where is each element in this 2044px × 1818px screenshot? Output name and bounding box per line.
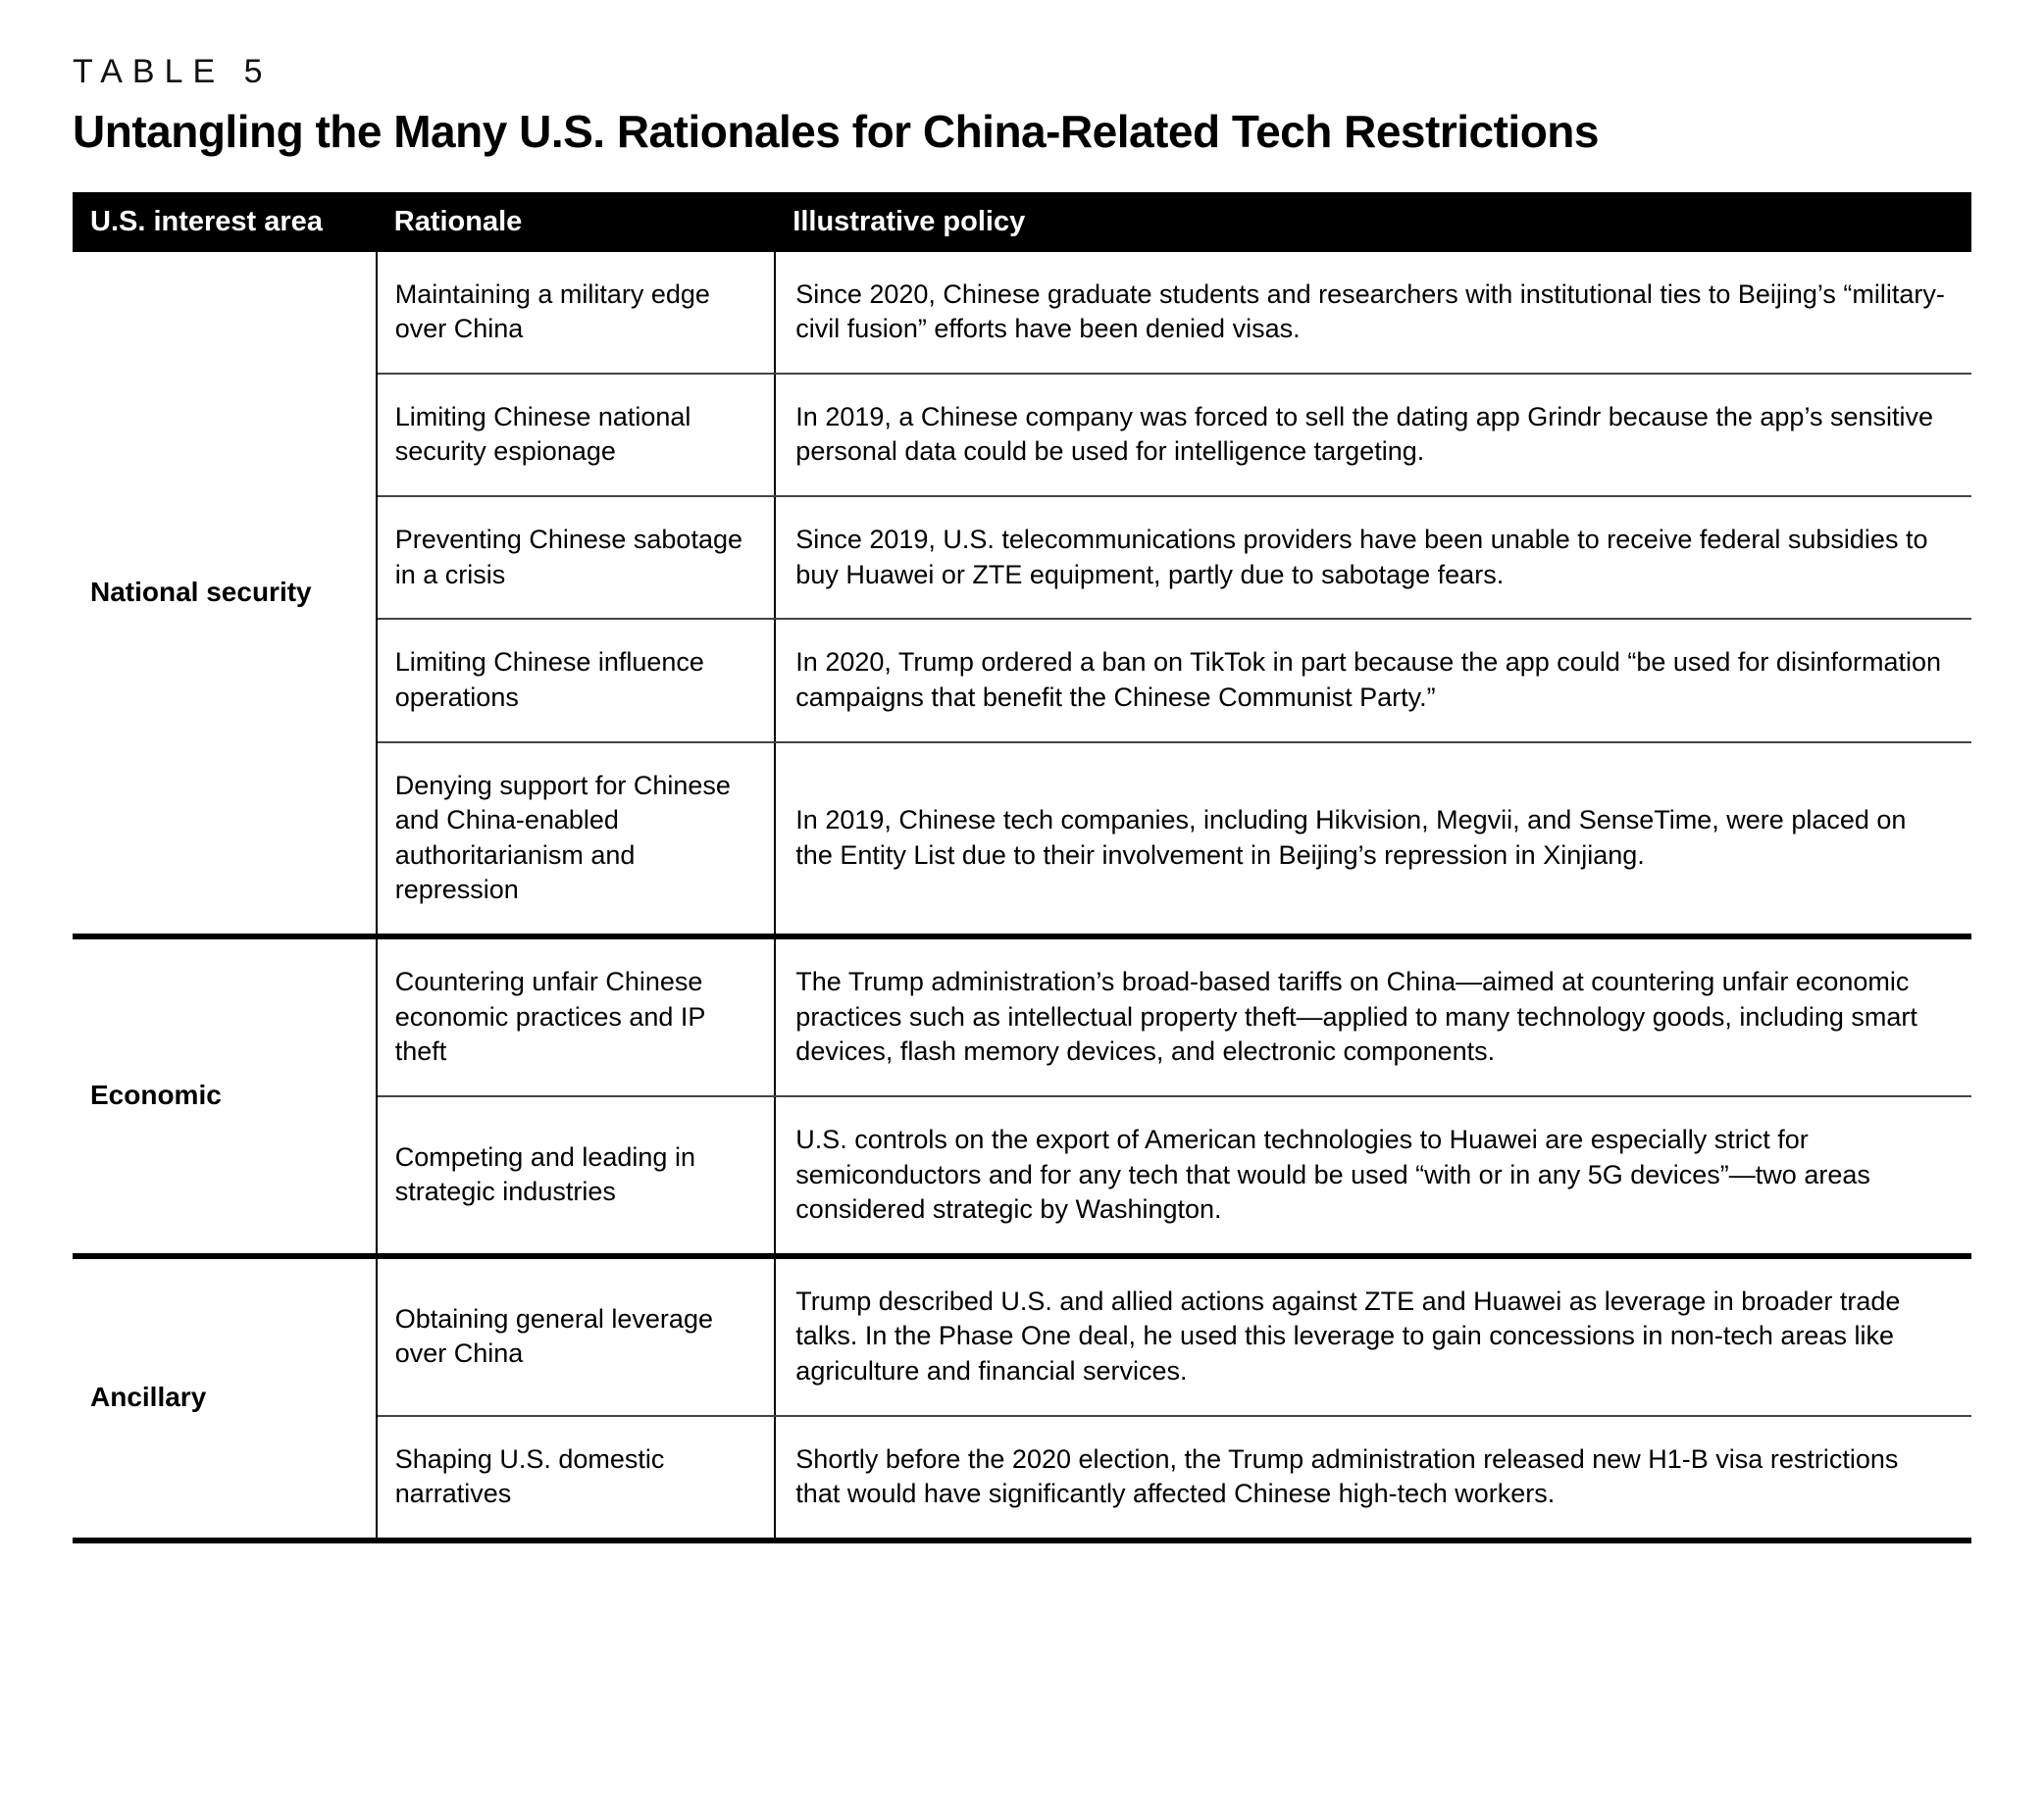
policy-cell: The Trump administration’s broad-based t… (775, 936, 1971, 1097)
policy-cell: Since 2019, U.S. telecommunications prov… (775, 496, 1971, 621)
table-row: National security Maintaining a military… (73, 251, 1971, 940)
table-title: Untangling the Many U.S. Rationales for … (73, 106, 1599, 157)
table-row: Limiting Chinese national security espio… (73, 373, 1971, 498)
rationale-cell: Competing and leading in strategic indus… (376, 1095, 777, 1259)
header-row: U.S. interest area Rationale Illustrativ… (73, 191, 1971, 252)
column-header-policy: Illustrative policy (775, 191, 1971, 252)
table-row: Competing and leading in strategic indus… (73, 1095, 1971, 1259)
page: TABLE 5 Untangling the Many U.S. Rationa… (73, 53, 1971, 1543)
policy-cell: In 2019, a Chinese company was forced to… (775, 373, 1971, 498)
rationale-cell: Countering unfair Chinese economic pract… (376, 936, 777, 1097)
rationale-cell: Preventing Chinese sabotage in a crisis (376, 496, 777, 621)
column-header-interest-area: U.S. interest area (73, 191, 377, 252)
policy-cell: Shortly before the 2020 election, the Tr… (775, 1415, 1971, 1543)
policy-cell: Trump described U.S. and allied actions … (775, 1255, 1971, 1417)
table-row: Ancillary Obtaining general leverage ove… (73, 1255, 1971, 1543)
rationale-cell: Denying support for Chinese and China-en… (376, 741, 777, 940)
rationale-cell: Obtaining general leverage over China (376, 1255, 777, 1417)
policy-cell: Since 2020, Chinese graduate students an… (775, 251, 1971, 375)
policy-cell: U.S. controls on the export of American … (775, 1095, 1971, 1259)
table-row: Shaping U.S. domestic narratives Shortly… (73, 1415, 1971, 1543)
table-row: Denying support for Chinese and China-en… (73, 741, 1971, 940)
policy-cell: In 2020, Trump ordered a ban on TikTok i… (775, 619, 1971, 743)
interest-area-cell-economic: Economic (73, 936, 378, 1259)
table-row: Economic Countering unfair Chinese econo… (73, 936, 1971, 1259)
rationale-cell: Limiting Chinese influence operations (376, 619, 777, 743)
interest-area-cell-ancillary: Ancillary (73, 1255, 378, 1543)
table-row: Limiting Chinese influence operations In… (73, 619, 1971, 743)
table-kicker: TABLE 5 (73, 53, 273, 90)
column-header-rationale: Rationale (376, 191, 776, 252)
rationales-table: U.S. interest area Rationale Illustrativ… (73, 191, 1971, 1543)
table-row: Preventing Chinese sabotage in a crisis … (73, 496, 1971, 621)
rationale-cell: Maintaining a military edge over China (376, 251, 777, 375)
rationale-cell: Limiting Chinese national security espio… (376, 373, 777, 498)
interest-area-cell-national-security: National security (73, 251, 378, 940)
policy-cell: In 2019, Chinese tech companies, includi… (775, 741, 1971, 940)
rationale-cell: Shaping U.S. domestic narratives (376, 1415, 777, 1543)
